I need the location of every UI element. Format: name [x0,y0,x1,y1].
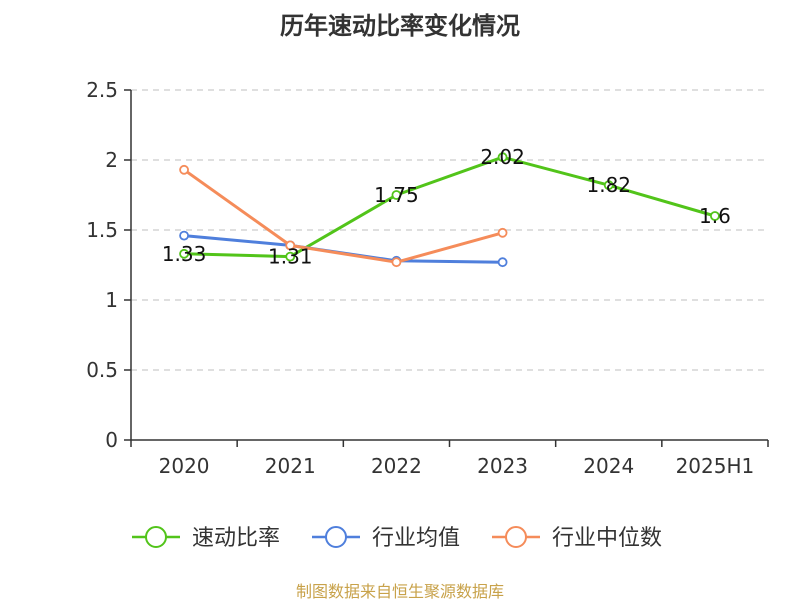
legend-item[interactable]: 行业均值 [312,526,460,551]
y-tick-label: 1 [105,288,118,312]
x-tick-label: 2022 [371,454,422,478]
series-lines [179,152,720,268]
series-line [182,234,505,264]
legend-circle-marker [325,526,347,548]
data-point [179,164,189,175]
legend-label: 速动比率 [192,526,280,551]
data-point [285,251,296,262]
y-tick-label: 0.5 [86,358,118,382]
y-tick-label: 2 [105,148,118,172]
legend[interactable]: 速动比率 行业均值 行业中位数 [132,526,662,551]
y-tick-label: 2.5 [86,78,118,102]
x-tick-label: 2025H1 [676,454,755,478]
data-point [391,190,402,200]
data-point [497,227,508,238]
data-label: 1.75 [374,183,419,207]
y-tick-label: 0 [105,428,118,452]
x-tick-label: 2024 [583,454,634,478]
y-tick-label: 1.5 [86,218,118,242]
series-line [182,168,505,264]
data-point [710,211,720,221]
data-label: 1.31 [268,245,313,269]
data-point [497,152,508,163]
legend-label: 行业均值 [372,526,460,551]
data-point [497,257,508,268]
data-point [391,257,402,268]
x-tick-label: 2023 [477,454,528,478]
legend-item[interactable]: 行业中位数 [492,526,662,551]
chart-title: 历年速动比率变化情况 [280,12,520,40]
data-point [285,240,296,251]
data-label: 1.6 [699,204,731,228]
data-label: 2.02 [480,145,525,169]
data-point [603,180,614,191]
data-label: 1.82 [586,173,631,197]
series-line [182,155,717,259]
legend-item[interactable]: 速动比率 [132,526,280,551]
axes: 0 0.5 1 1.5 2 2.5 2020 2021 2022 2023 2024 2025H1 [86,78,769,478]
legend-circle-marker [145,526,167,548]
grid-lines [131,89,768,371]
x-tick-label: 2021 [265,454,316,478]
data-labels: 1.33 1.31 1.75 2.02 1.82 1.6 [162,145,731,268]
data-source-note: 制图数据来自恒生聚源数据库 [295,582,504,601]
legend-circle-marker [505,526,527,548]
data-point [179,230,189,241]
data-label: 1.33 [162,242,207,266]
x-tick-label: 2020 [159,454,210,478]
legend-label: 行业中位数 [552,526,662,551]
data-point [179,248,189,259]
